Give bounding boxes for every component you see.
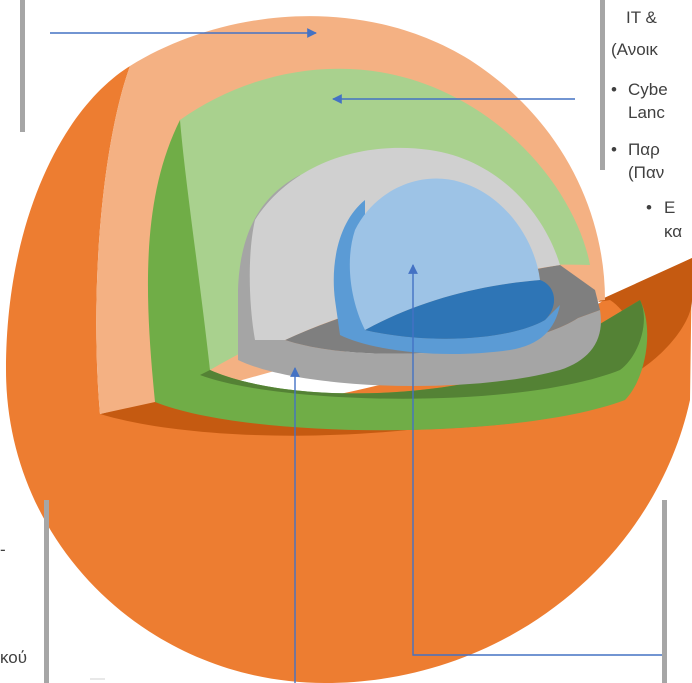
right-title-line-1: IT & bbox=[626, 8, 657, 27]
bracket-bottom-left bbox=[44, 500, 49, 683]
bullet-2: • bbox=[611, 140, 617, 159]
right-sub-item-line-2: κα bbox=[664, 222, 683, 241]
left-fragment: κού bbox=[0, 648, 28, 667]
core-ring bbox=[333, 200, 560, 355]
core-wall bbox=[349, 178, 540, 330]
bracket-top-left bbox=[20, 0, 25, 132]
core-floor bbox=[365, 280, 555, 339]
bullet-3: • bbox=[646, 198, 652, 217]
outer-cut-floor bbox=[100, 258, 692, 436]
left-dash: - bbox=[0, 540, 6, 559]
right-item-2-line-1: Παρ bbox=[628, 140, 660, 159]
arrow-core-layer bbox=[408, 264, 662, 656]
right-sub-item-line-1: Ε bbox=[664, 198, 676, 217]
right-item-1-line-2: Lanc bbox=[628, 103, 665, 122]
outer-sphere-body bbox=[6, 66, 692, 683]
bullet-1: • bbox=[611, 80, 617, 99]
right-title-line-2: (Ανοικ bbox=[611, 40, 658, 59]
right-item-2-line-2: (Παν bbox=[628, 163, 665, 182]
right-item-1-line-1: Cybe bbox=[628, 80, 668, 99]
bracket-top-right bbox=[600, 0, 605, 170]
bracket-bottom-right bbox=[662, 500, 667, 683]
